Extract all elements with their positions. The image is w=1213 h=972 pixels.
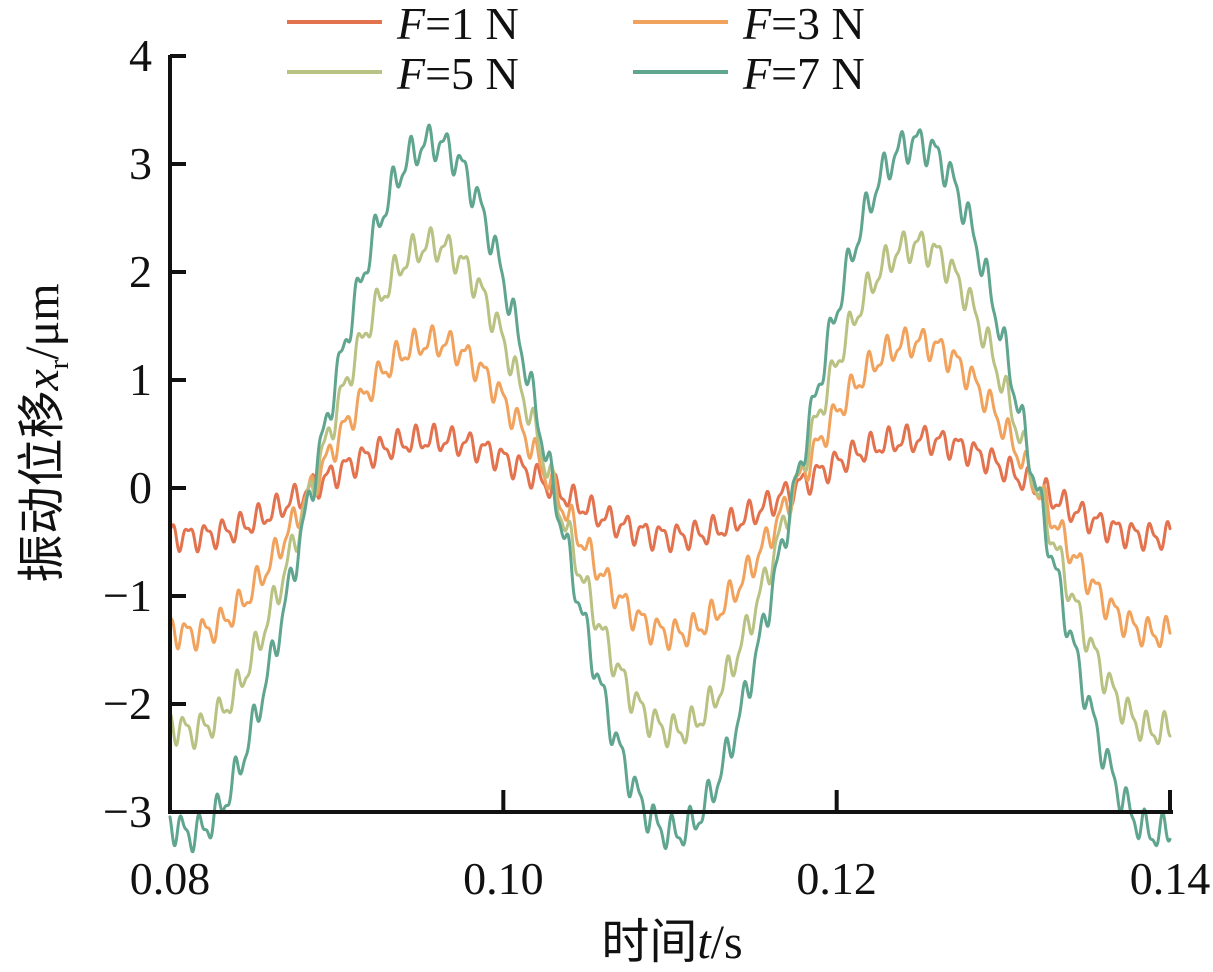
legend-label-var: F — [396, 48, 426, 99]
y-tick-label: 1 — [129, 354, 152, 405]
x-axis-label-prefix: 时间 — [601, 914, 697, 970]
x-axis-label-unit: /s — [711, 916, 743, 969]
x-tick-label: 0.14 — [1130, 853, 1211, 904]
legend-label-rest: =5 N — [425, 48, 519, 99]
y-tick-label: −3 — [103, 786, 152, 837]
y-tick-label: −1 — [103, 570, 152, 621]
legend-label-var: F — [396, 0, 426, 49]
y-tick-label: 3 — [129, 138, 152, 189]
legend-label-3: F=5 N — [396, 48, 519, 99]
y-tick-label: 0 — [129, 462, 152, 513]
y-axis-label-sub: r — [44, 359, 75, 369]
legend-label-2: F=3 N — [742, 0, 865, 49]
y-axis-label: 振动位移xr/μm — [14, 283, 75, 582]
legend-label-rest: =3 N — [771, 0, 865, 49]
y-axis-label-prefix: 振动位移 — [14, 391, 70, 583]
y-tick-label: −2 — [103, 678, 152, 729]
legend-label-rest: =7 N — [771, 48, 865, 99]
y-ticks: 4 3 2 1 0 −1 −2 −3 — [103, 30, 186, 837]
y-axis-label-var: x — [16, 369, 69, 391]
x-axis-label-var: t — [697, 916, 712, 969]
x-tick-label: 0.10 — [463, 853, 544, 904]
x-tick-label: 0.12 — [796, 853, 877, 904]
y-tick-label: 4 — [129, 30, 152, 81]
x-ticks: 0.08 0.10 0.12 0.14 — [130, 790, 1211, 904]
legend-label-rest: =1 N — [425, 0, 519, 49]
y-tick-label: 2 — [129, 246, 152, 297]
series-line-1 — [168, 422, 1172, 554]
series-line-2 — [168, 324, 1172, 652]
legend-label-1: F=1 N — [396, 0, 519, 49]
x-tick-label: 0.08 — [130, 853, 211, 904]
series-group — [168, 123, 1172, 854]
series-line-3 — [168, 226, 1172, 751]
series-line-4 — [168, 123, 1172, 854]
legend: F=1 N F=3 NF=5 N F=7 N — [287, 0, 865, 99]
y-axis-label-unit: /μm — [16, 283, 69, 359]
legend-label-var: F — [742, 0, 772, 49]
legend-label-4: F=7 N — [742, 48, 865, 99]
legend-label-var: F — [742, 48, 772, 99]
x-axis-label: 时间t/s — [601, 914, 742, 970]
